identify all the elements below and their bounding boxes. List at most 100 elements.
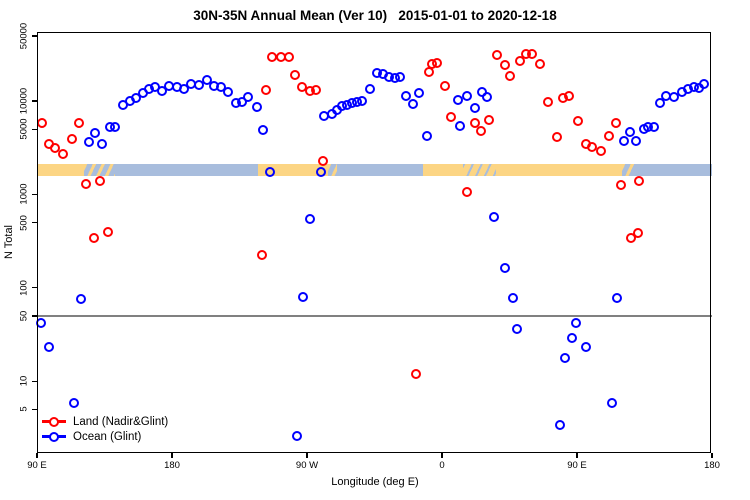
- data-point: [573, 116, 584, 127]
- y-tick-label: 10: [18, 375, 30, 387]
- y-tick-label: 5000: [18, 118, 30, 140]
- data-point: [515, 55, 525, 66]
- data-point: [156, 86, 167, 97]
- data-point: [630, 136, 641, 147]
- data-point: [357, 96, 368, 107]
- data-point: [89, 232, 99, 243]
- data-point: [626, 232, 636, 243]
- data-point: [401, 91, 411, 102]
- data-point: [483, 115, 494, 126]
- data-point: [264, 167, 275, 178]
- ocean-legend-circle-icon: [49, 431, 59, 442]
- data-point: [699, 78, 710, 89]
- y-tick: [32, 100, 37, 102]
- data-point: [291, 430, 302, 441]
- data-point: [618, 136, 629, 147]
- data-point: [567, 332, 578, 343]
- y-tick: [32, 221, 37, 224]
- data-point: [564, 91, 575, 102]
- data-point: [311, 85, 321, 96]
- y-tick-label: 5: [18, 406, 30, 412]
- data-point: [66, 134, 77, 145]
- data-point: [84, 137, 95, 148]
- data-point: [315, 166, 326, 177]
- data-point: [222, 87, 233, 98]
- x-tick-label: 180: [704, 460, 720, 471]
- legend-item-land: Land (Nadir&Glint): [42, 414, 168, 429]
- y-tick: [32, 408, 37, 410]
- data-point: [527, 48, 537, 59]
- data-point: [633, 227, 644, 238]
- data-point: [395, 72, 405, 83]
- land-ocean-band-segment: [422, 164, 463, 177]
- data-point: [411, 368, 422, 379]
- data-point: [570, 317, 581, 328]
- chart-title: 30N-35N Annual Mean (Ver 10) 2015-01-01 …: [193, 8, 557, 23]
- data-point: [95, 176, 105, 187]
- data-point: [654, 98, 665, 109]
- data-point: [669, 92, 680, 103]
- land-ocean-band-segment: [115, 164, 258, 177]
- x-tick-label: 90 E: [567, 460, 587, 471]
- data-point: [96, 139, 107, 150]
- x-tick-label: 0: [439, 460, 445, 471]
- x-tick: [441, 453, 443, 458]
- data-point: [50, 143, 60, 154]
- data-point: [318, 156, 329, 167]
- y-tick: [32, 128, 37, 130]
- y-tick-label: 50: [18, 310, 30, 322]
- data-point: [492, 49, 503, 60]
- land-marker-icon: [42, 416, 66, 427]
- data-point: [507, 293, 518, 304]
- data-point: [603, 131, 614, 142]
- y-tick: [32, 35, 37, 37]
- data-point: [534, 58, 545, 69]
- data-point: [489, 211, 500, 222]
- data-point: [414, 88, 425, 99]
- y-tick-label: 500: [18, 214, 30, 231]
- data-point: [552, 132, 563, 143]
- data-point: [500, 59, 510, 70]
- data-point: [297, 291, 308, 302]
- data-point: [611, 117, 621, 128]
- data-point: [470, 117, 480, 128]
- data-point: [500, 262, 510, 273]
- data-point: [252, 102, 263, 113]
- data-point: [110, 122, 120, 133]
- data-point: [69, 398, 80, 409]
- y-tick-label: 1000: [18, 183, 30, 206]
- data-point: [633, 176, 644, 187]
- land-ocean-band-segment: [463, 164, 496, 177]
- data-point: [648, 122, 659, 133]
- data-point: [512, 324, 522, 335]
- data-point: [612, 293, 623, 304]
- land-ocean-band-segment: [37, 164, 84, 177]
- legend-item-ocean: Ocean (Glint): [42, 429, 168, 444]
- data-point: [258, 125, 269, 136]
- data-point: [504, 70, 515, 81]
- data-point: [81, 179, 92, 190]
- y-tick: [32, 193, 37, 196]
- data-point: [581, 342, 591, 353]
- data-point: [194, 79, 204, 90]
- land-ocean-band-segment: [496, 164, 622, 177]
- land-ocean-band-segment: [622, 164, 634, 177]
- data-point: [462, 187, 473, 198]
- data-point: [596, 146, 606, 157]
- legend: Land (Nadir&Glint) Ocean (Glint): [42, 414, 168, 444]
- data-point: [624, 127, 635, 138]
- data-point: [261, 85, 272, 96]
- land-ocean-band-segment: [257, 164, 328, 177]
- land-ocean-band-segment: [328, 164, 337, 177]
- data-point: [44, 342, 54, 353]
- y-tick-label: 10000: [18, 87, 30, 115]
- data-point: [36, 117, 47, 128]
- x-tick: [576, 453, 578, 458]
- x-tick-label: 90 W: [295, 460, 319, 471]
- y-tick-label: 100: [18, 279, 30, 296]
- y-tick: [32, 287, 37, 289]
- x-tick: [711, 453, 713, 458]
- data-point: [453, 95, 464, 106]
- x-tick: [306, 453, 308, 458]
